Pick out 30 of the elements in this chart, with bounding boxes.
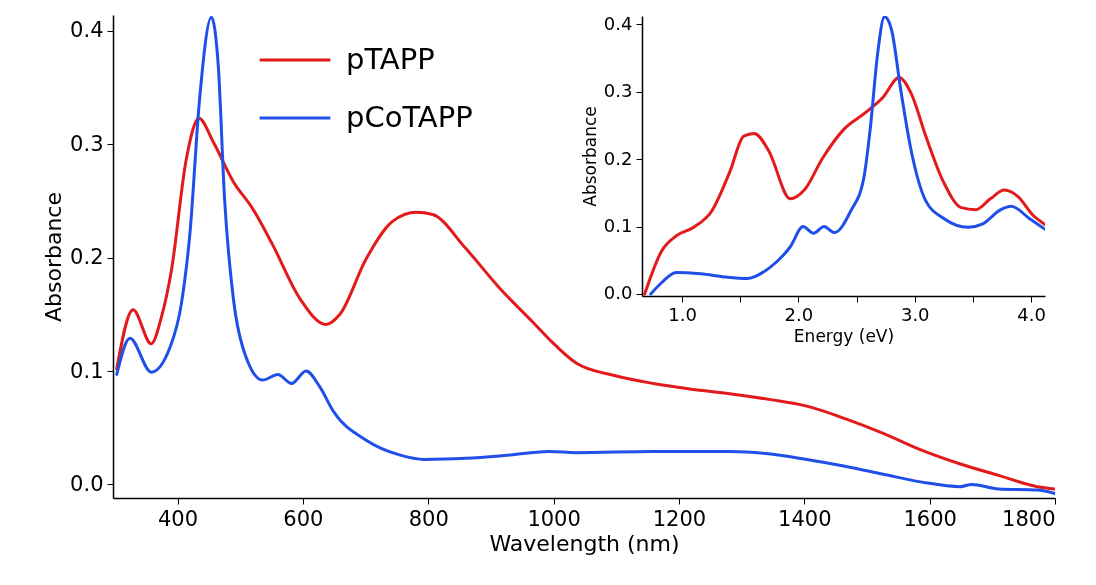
y-tick-label: 0.0 (603, 282, 633, 304)
x-tick-label: 1200 (652, 506, 707, 531)
legend-label: pCoTAPP (346, 100, 473, 134)
x-tick-label: 800 (408, 506, 449, 531)
y-tick-label: 0.1 (603, 215, 633, 237)
x-tick-label: 1600 (903, 506, 957, 531)
y-axis-title: Absorbance (579, 106, 600, 207)
legend-label: pTAPP (346, 42, 435, 76)
x-tick-label: 3.0 (900, 303, 930, 325)
y-tick-label: 0.3 (70, 131, 104, 156)
line-series (115, 15, 1055, 495)
y-tick-label: 0.2 (603, 147, 633, 169)
y-tick-label: 0.4 (70, 18, 104, 43)
x-tick-label: 400 (158, 506, 199, 531)
x-tick-label: 2.0 (784, 303, 814, 325)
x-tick-label: 4.0 (1017, 303, 1046, 325)
x-tick-label: 1800 (1002, 506, 1056, 531)
line-series (649, 16, 1045, 296)
y-tick-label: 0.3 (603, 80, 633, 102)
x-axis-title: Energy (eV) (793, 325, 895, 346)
y-tick-label: 0.2 (70, 245, 104, 270)
x-tick-label: 600 (283, 506, 324, 531)
x-tick-label: 1.0 (668, 303, 697, 325)
y-tick-label: 0.4 (603, 12, 633, 34)
y-axis-title: Absorbance (41, 191, 67, 323)
x-axis-title: Wavelength (nm) (489, 530, 680, 556)
x-tick-label: 1400 (778, 506, 832, 531)
y-tick-label: 0.1 (70, 358, 104, 383)
y-tick-label: 0.0 (70, 471, 104, 496)
x-tick-label: 1000 (527, 506, 581, 531)
